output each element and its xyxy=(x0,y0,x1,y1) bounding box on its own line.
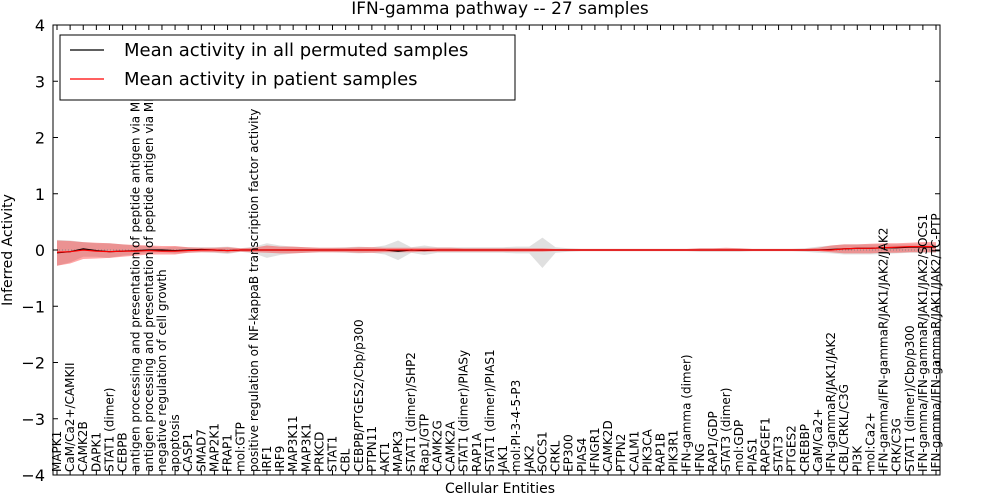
y-tick-label: 2 xyxy=(35,129,45,148)
y-tick-label: −2 xyxy=(21,354,45,373)
x-tick-label: PIK3R1 xyxy=(667,430,681,472)
x-tick-label: STAT3 xyxy=(772,436,786,472)
y-tick-label: −3 xyxy=(21,410,45,429)
x-tick-label: PTGES2 xyxy=(785,425,799,472)
y-tick-label: 4 xyxy=(35,16,45,35)
x-tick-label: FRAP1 xyxy=(221,434,235,472)
x-tick-label: negative regulation of cell growth xyxy=(155,269,169,472)
band-series-1 xyxy=(57,237,936,268)
y-tick-label: 0 xyxy=(35,241,45,260)
x-tick-label: SMAD7 xyxy=(194,429,208,472)
x-tick-label: STAT3 (dimer) xyxy=(719,388,733,472)
x-tick-label: PTPN2 xyxy=(614,434,628,472)
x-tick-label: mol:Ca2+ xyxy=(863,412,877,472)
x-ticks xyxy=(56,25,937,475)
x-tick-label: IFN-gamma/IFN-gammaR/JAK1/JAK2/TC-PTP xyxy=(929,213,943,472)
legend-label-2: Mean activity in patient samples xyxy=(124,69,418,90)
x-tick-label: PRKCD xyxy=(312,432,326,472)
x-tick-label: Rap1/GTP xyxy=(417,414,431,472)
plot-frame xyxy=(52,24,941,476)
x-tick-label: STAT1 (dimer)/Cbp/p300 xyxy=(903,325,917,472)
legend-label-1: Mean activity in all permuted samples xyxy=(124,40,468,61)
y-tick-label: −4 xyxy=(21,466,45,485)
x-tick-label: MAPK1 xyxy=(50,431,64,472)
chart-title: IFN-gamma pathway -- 27 samples xyxy=(351,0,649,19)
x-tick-label: JAK1 xyxy=(496,445,510,473)
x-tick-label: antigen processing and presentation of p… xyxy=(142,40,156,472)
x-tick-label: PI3K xyxy=(850,445,864,472)
y-tick-label: 3 xyxy=(35,72,45,91)
x-tick-label: IFNGR1 xyxy=(588,427,602,472)
x-tick-label: apoptosis xyxy=(168,414,182,472)
x-tick-label: CaM/Ca2+ xyxy=(811,408,825,472)
x-tick-label: MAP3K11 xyxy=(286,415,300,472)
x-tick-label: CBL xyxy=(339,448,353,472)
x-tick-label: CaM/Ca2+/CAMKII xyxy=(63,363,77,472)
x-tick-label: mol:PI-3-4-5-P3 xyxy=(509,380,523,472)
band-series-2 xyxy=(57,240,936,266)
x-tick-label: CAMK2A xyxy=(444,421,458,472)
x-tick-label: CASP1 xyxy=(181,433,195,472)
x-tick-label: MAP3K1 xyxy=(299,423,313,472)
x-tick-label: STAT1 (dimer)/SHP2 xyxy=(404,352,418,472)
x-tick-label: antigen processing and presentation of p… xyxy=(129,43,143,472)
x-tick-label: CREBBP xyxy=(798,424,812,472)
x-tick-label: CAMK2D xyxy=(601,420,615,472)
x-tick-label: IFN-gamma/IFN-gammaR/JAK1/JAK2/SOCS1 xyxy=(916,214,930,472)
x-tick-label: MAP2K1 xyxy=(207,423,221,472)
x-tick-label: STAT1 xyxy=(326,436,340,472)
x-tick-label: IFNG xyxy=(693,443,707,472)
y-tick-label: 1 xyxy=(35,185,45,204)
x-tick-label: AKT1 xyxy=(378,442,392,472)
x-tick-label: IRF1 xyxy=(260,446,274,472)
x-tick-label: STAT1 (dimer)/PIAS1 xyxy=(483,349,497,472)
x-tick-label: STAT1 (dimer)/PIASy xyxy=(457,350,471,472)
y-axis-label: Inferred Activity xyxy=(0,194,16,306)
x-tick-label: EP300 xyxy=(562,434,576,472)
x-tick-label: RAP1A xyxy=(470,432,484,472)
line-series-2 xyxy=(56,246,936,253)
x-tick-label: CEBPB xyxy=(116,432,130,472)
x-tick-label: CEBPB/PTGES2/Cbp/p300 xyxy=(352,319,366,472)
x-tick-label: RAPGEF1 xyxy=(758,417,772,472)
x-tick-label: STAT1 (dimer) xyxy=(102,388,116,472)
x-tick-label: CAMK2B xyxy=(76,421,90,472)
x-tick-label: PIAS4 xyxy=(575,438,589,472)
legend-box xyxy=(59,34,516,101)
legend: Mean activity in all permuted samples Mea… xyxy=(59,34,516,101)
x-tick-label: PTPN11 xyxy=(365,426,379,472)
x-tick-label: RAP1/GDP xyxy=(706,411,720,472)
x-tick-label: IFN-gammaR/JAK1/JAK2 xyxy=(824,332,838,472)
y-ticks: −4 −3 −2 −1 0 1 2 3 4 xyxy=(21,16,940,485)
x-axis-label: Cellular Entities xyxy=(445,481,555,497)
x-tick-label: IFN-gamma/IFN-gammaR/JAK1/JAK2/JAK2 xyxy=(877,227,891,472)
x-tick-label: CRK/C3G xyxy=(890,418,904,472)
x-tick-label: RAP1B xyxy=(653,433,667,472)
x-tick-label: SOCS1 xyxy=(535,431,549,472)
x-tick-label: CRKL xyxy=(549,440,563,472)
x-tick-label: JAK2 xyxy=(522,445,536,473)
x-tick-label: mol:GTP xyxy=(234,422,248,472)
x-tick-label: mol:GDP xyxy=(732,420,746,472)
x-tick-label: CAMK2G xyxy=(430,420,444,472)
x-tick-label: DAPK1 xyxy=(89,432,103,472)
x-tick-label: PIAS1 xyxy=(745,438,759,472)
x-tick-label: MAPK3 xyxy=(391,431,405,472)
y-tick-label: −1 xyxy=(21,297,45,316)
confidence-bands xyxy=(57,237,936,268)
x-tick-label: PIK3CA xyxy=(640,428,654,472)
x-tick-label: CALM1 xyxy=(627,431,641,472)
x-tick-label: positive regulation of NF-kappaB transcr… xyxy=(247,109,261,472)
x-tick-label: IFN-gamma (dimer) xyxy=(680,354,694,472)
x-tick-label: CBL/CRKL/C3G xyxy=(837,384,851,472)
series-lines xyxy=(56,246,936,254)
x-tick-label: IRF9 xyxy=(273,446,287,472)
